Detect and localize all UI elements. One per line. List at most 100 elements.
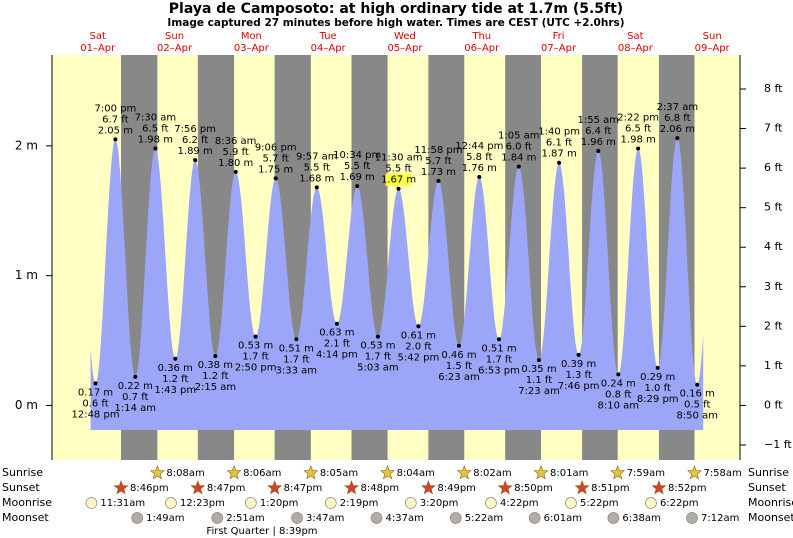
- extreme-point: [636, 146, 641, 151]
- feet-label: 1.2 ft: [162, 374, 188, 385]
- time-label: 11:58 pm: [414, 145, 462, 156]
- sunrise-icon: [380, 465, 396, 480]
- extreme-point: [193, 158, 198, 163]
- time-label: 8:36 am: [215, 136, 257, 147]
- feet-label: 6.8 ft: [664, 113, 690, 124]
- day-date: 02–Apr: [157, 43, 193, 54]
- moonrise-icon: [85, 497, 98, 509]
- moonset-time: 1:49am: [146, 513, 184, 524]
- moonrise-time: 3:20pm: [420, 498, 459, 509]
- extreme-point: [294, 337, 299, 342]
- row-label: Sunrise: [748, 466, 789, 479]
- height-label: 0.16 m: [680, 389, 715, 400]
- moonset-time: 3:47am: [306, 513, 344, 524]
- moonrise-time: 2:19pm: [340, 498, 379, 509]
- extreme-point: [93, 381, 98, 386]
- time-label: 7:00 pm: [94, 103, 136, 114]
- day-weekday: Sat: [627, 31, 643, 42]
- extreme-point: [233, 169, 238, 174]
- row-label: Sunset: [2, 481, 40, 494]
- day-weekday: Mon: [241, 31, 262, 42]
- time-label: 2:50 pm: [235, 363, 277, 374]
- moon-phase: First Quarter | 8:39pm: [206, 526, 317, 537]
- moonset-icon: [211, 512, 224, 524]
- y2-tick-label: 6 ft: [764, 161, 783, 174]
- height-label: 0.39 m: [561, 359, 596, 370]
- sunset-icon: [344, 480, 360, 495]
- day-weekday: Sun: [165, 31, 184, 42]
- height-label: 0.53 m: [360, 341, 395, 352]
- extreme-point: [596, 149, 601, 154]
- extreme-point: [273, 176, 278, 181]
- moonset-icon: [370, 512, 383, 524]
- feet-label: 6.0 ft: [506, 142, 532, 153]
- height-label: 0.36 m: [158, 363, 193, 374]
- time-label: 1:05 am: [498, 131, 540, 142]
- feet-label: 1.3 ft: [565, 370, 591, 381]
- sunrise-icon: [610, 465, 626, 480]
- feet-label: 0.7 ft: [122, 392, 148, 403]
- height-label: 1.69 m: [340, 172, 375, 183]
- time-label: 9:06 pm: [255, 142, 297, 153]
- day-weekday: Tue: [319, 31, 337, 42]
- time-label: 7:23 am: [518, 386, 560, 397]
- feet-label: 0.8 ft: [605, 389, 631, 400]
- feet-label: 1.7 ft: [365, 352, 391, 363]
- sunrise-icon: [686, 465, 702, 480]
- moonset-icon: [607, 512, 620, 524]
- sunset-time: 8:47pm: [284, 483, 323, 494]
- day-date: 09–Apr: [695, 43, 731, 54]
- time-label: 2:22 pm: [617, 112, 659, 123]
- feet-label: 6.4 ft: [585, 126, 611, 137]
- extreme-point: [213, 354, 218, 359]
- sunrise-icon: [303, 465, 319, 480]
- moonrise-time: 1:20pm: [260, 498, 299, 509]
- extreme-point: [436, 178, 441, 183]
- sunrise-time: 8:06am: [243, 468, 281, 479]
- chart-subtitle: Image captured 27 minutes before high wa…: [167, 17, 624, 29]
- y2-tick-label: 0 ft: [764, 398, 783, 411]
- time-label: 11:30 am: [375, 153, 423, 164]
- height-label: 0.61 m: [401, 330, 436, 341]
- feet-label: 1.2 ft: [202, 371, 228, 382]
- moonset-time: 4:37am: [386, 513, 424, 524]
- feet-label: 5.5 ft: [304, 162, 330, 173]
- feet-label: 0.6 ft: [82, 398, 108, 409]
- moonrise-time: 4:22pm: [500, 498, 539, 509]
- height-label: 2.06 m: [660, 124, 695, 135]
- feet-label: 1.1 ft: [526, 375, 552, 386]
- height-label: 0.46 m: [441, 350, 476, 361]
- feet-label: 6.5 ft: [142, 123, 168, 134]
- feet-label: 5.5 ft: [385, 164, 411, 175]
- sunrise-icon: [456, 465, 472, 480]
- time-label: 4:14 pm: [316, 350, 358, 361]
- day-date: 07–Apr: [541, 43, 577, 54]
- extreme-point: [456, 343, 461, 348]
- moonset-time: 6:38am: [622, 513, 660, 524]
- feet-label: 5.8 ft: [466, 152, 492, 163]
- sunrise-time: 8:02am: [473, 468, 511, 479]
- feet-label: 1.7 ft: [283, 354, 309, 365]
- moonrise-time: 5:22pm: [580, 498, 619, 509]
- extreme-point: [133, 374, 138, 379]
- sunset-time: 8:52pm: [668, 483, 707, 494]
- extreme-point: [314, 185, 319, 190]
- height-label: 1.84 m: [501, 153, 536, 164]
- sunset-time: 8:50pm: [514, 483, 553, 494]
- extreme-point: [355, 184, 360, 189]
- y-tick-label: 0 m: [15, 398, 38, 412]
- feet-label: 6.5 ft: [625, 123, 651, 134]
- moonset-icon: [291, 512, 303, 524]
- y2-tick-label: 4 ft: [764, 240, 783, 253]
- row-label: Moonrise: [2, 496, 52, 509]
- feet-label: 1.0 ft: [645, 383, 671, 394]
- chart-title: Playa de Camposoto: at high ordinary tid…: [169, 1, 623, 17]
- day-weekday: Wed: [394, 31, 416, 42]
- feet-label: 2.0 ft: [405, 341, 431, 352]
- time-label: 2:15 am: [195, 382, 237, 393]
- moonset-icon: [131, 512, 144, 524]
- sunset-time: 8:48pm: [361, 483, 400, 494]
- feet-label: 6.1 ft: [546, 138, 572, 149]
- day-date: 01–Apr: [80, 43, 116, 54]
- tide-area: [90, 138, 704, 430]
